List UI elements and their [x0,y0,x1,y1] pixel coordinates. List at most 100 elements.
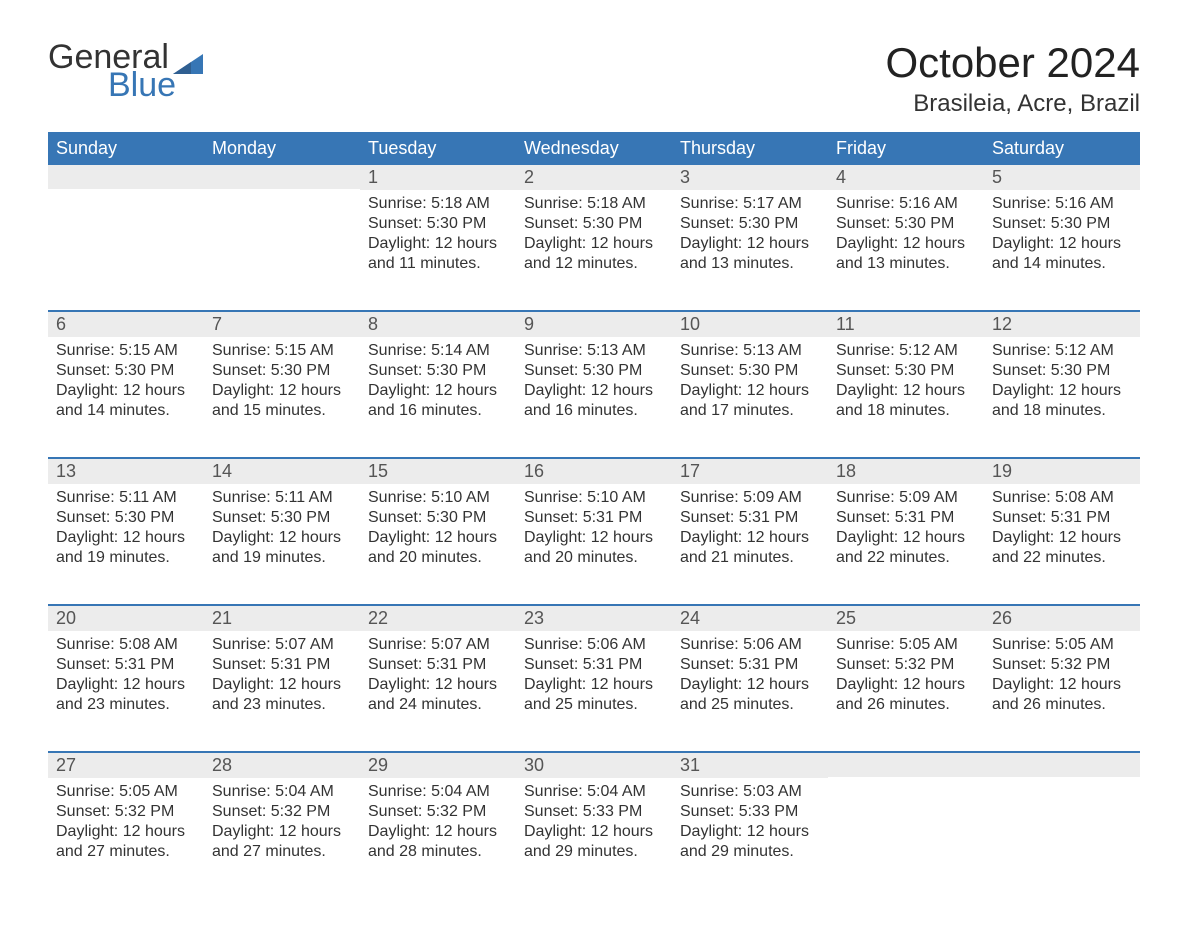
sunset-line: Sunset: 5:30 PM [836,362,954,379]
calendar-cell: 8Sunrise: 5:14 AMSunset: 5:30 PMDaylight… [360,311,516,458]
day-number: 12 [984,312,1140,337]
sunset-line: Sunset: 5:31 PM [680,509,798,526]
sunrise-line: Sunrise: 5:09 AM [836,489,958,506]
day-number: 8 [360,312,516,337]
calendar-cell: 2Sunrise: 5:18 AMSunset: 5:30 PMDaylight… [516,165,672,311]
daylight-line: Daylight: 12 hours and 29 minutes. [524,823,653,860]
calendar-week: 6Sunrise: 5:15 AMSunset: 5:30 PMDaylight… [48,311,1140,458]
sunrise-line: Sunrise: 5:06 AM [524,636,646,653]
day-body: Sunrise: 5:08 AMSunset: 5:31 PMDaylight:… [984,484,1140,604]
daylight-line: Daylight: 12 hours and 13 minutes. [680,235,809,272]
day-body: Sunrise: 5:16 AMSunset: 5:30 PMDaylight:… [828,190,984,310]
day-body: Sunrise: 5:04 AMSunset: 5:32 PMDaylight:… [204,778,360,898]
daylight-line: Daylight: 12 hours and 12 minutes. [524,235,653,272]
calendar-cell: 14Sunrise: 5:11 AMSunset: 5:30 PMDayligh… [204,458,360,605]
logo: General Blue [48,40,203,102]
day-body [828,777,984,877]
sunrise-line: Sunrise: 5:15 AM [56,342,178,359]
day-number: 25 [828,606,984,631]
day-number [204,165,360,189]
daylight-line: Daylight: 12 hours and 27 minutes. [212,823,341,860]
daylight-line: Daylight: 12 hours and 18 minutes. [992,382,1121,419]
calendar-cell: 29Sunrise: 5:04 AMSunset: 5:32 PMDayligh… [360,752,516,898]
col-thursday: Thursday [672,132,828,165]
calendar-cell: 28Sunrise: 5:04 AMSunset: 5:32 PMDayligh… [204,752,360,898]
day-body: Sunrise: 5:03 AMSunset: 5:33 PMDaylight:… [672,778,828,898]
daylight-line: Daylight: 12 hours and 25 minutes. [680,676,809,713]
sunrise-line: Sunrise: 5:15 AM [212,342,334,359]
day-number: 5 [984,165,1140,190]
day-number: 24 [672,606,828,631]
sunrise-line: Sunrise: 5:04 AM [368,783,490,800]
day-number: 20 [48,606,204,631]
day-body: Sunrise: 5:05 AMSunset: 5:32 PMDaylight:… [828,631,984,751]
daylight-line: Daylight: 12 hours and 23 minutes. [212,676,341,713]
day-body: Sunrise: 5:08 AMSunset: 5:31 PMDaylight:… [48,631,204,751]
day-number: 18 [828,459,984,484]
calendar-cell [48,165,204,311]
calendar-cell: 30Sunrise: 5:04 AMSunset: 5:33 PMDayligh… [516,752,672,898]
day-number: 30 [516,753,672,778]
daylight-line: Daylight: 12 hours and 27 minutes. [56,823,185,860]
sunset-line: Sunset: 5:33 PM [524,803,642,820]
day-number [48,165,204,189]
calendar-table: Sunday Monday Tuesday Wednesday Thursday… [48,132,1140,898]
sunrise-line: Sunrise: 5:05 AM [56,783,178,800]
sunrise-line: Sunrise: 5:11 AM [56,489,177,506]
day-number: 7 [204,312,360,337]
day-number [984,753,1140,777]
day-number: 14 [204,459,360,484]
daylight-line: Daylight: 12 hours and 14 minutes. [56,382,185,419]
daylight-line: Daylight: 12 hours and 16 minutes. [524,382,653,419]
daylight-line: Daylight: 12 hours and 14 minutes. [992,235,1121,272]
daylight-line: Daylight: 12 hours and 16 minutes. [368,382,497,419]
day-number: 15 [360,459,516,484]
calendar-cell: 15Sunrise: 5:10 AMSunset: 5:30 PMDayligh… [360,458,516,605]
day-body: Sunrise: 5:11 AM Sunset: 5:30 PM Daylight:… [48,484,204,604]
calendar-week: 1Sunrise: 5:18 AMSunset: 5:30 PMDaylight… [48,165,1140,311]
day-number: 1 [360,165,516,190]
calendar-week: 27Sunrise: 5:05 AMSunset: 5:32 PMDayligh… [48,752,1140,898]
sunset-line: Sunset: 5:31 PM [680,656,798,673]
sunset-line: Sunset: 5:32 PM [368,803,486,820]
daylight-line: Daylight: 12 hours and 19 minutes. [56,529,185,566]
day-body [204,189,360,289]
calendar-cell: 3Sunrise: 5:17 AMSunset: 5:30 PMDaylight… [672,165,828,311]
sunset-line: Sunset: 5:30 PM [56,362,174,379]
calendar-cell [984,752,1140,898]
calendar-cell: 13 Sunrise: 5:11 AM Sunset: 5:30 PM Dayligh… [48,458,204,605]
day-number: 23 [516,606,672,631]
calendar-cell: 17Sunrise: 5:09 AMSunset: 5:31 PMDayligh… [672,458,828,605]
day-number: 11 [828,312,984,337]
col-tuesday: Tuesday [360,132,516,165]
calendar-cell: 26Sunrise: 5:05 AMSunset: 5:32 PMDayligh… [984,605,1140,752]
col-friday: Friday [828,132,984,165]
calendar-cell: 22Sunrise: 5:07 AMSunset: 5:31 PMDayligh… [360,605,516,752]
sunset-line: Sunset: 5:30 PM [992,362,1110,379]
calendar-cell: 1Sunrise: 5:18 AMSunset: 5:30 PMDaylight… [360,165,516,311]
sunset-line: Sunset: 5:31 PM [368,656,486,673]
sunset-line: Sunset: 5:32 PM [836,656,954,673]
day-number: 28 [204,753,360,778]
sunrise-line: Sunrise: 5:16 AM [992,195,1114,212]
sunset-line: Sunset: 5:30 PM [368,509,486,526]
day-number: 29 [360,753,516,778]
daylight-line: Daylight: 12 hours and 21 minutes. [680,529,809,566]
day-body: Sunrise: 5:13 AMSunset: 5:30 PMDaylight:… [516,337,672,457]
day-body: Sunrise: 5:12 AMSunset: 5:30 PMDaylight:… [828,337,984,457]
daylight-line: Daylight: 12 hours and 20 minutes. [368,529,497,566]
col-sunday: Sunday [48,132,204,165]
day-number: 13 [48,459,204,484]
day-number: 16 [516,459,672,484]
sunset-line: Sunset: 5:30 PM [992,215,1110,232]
sunset-line: Sunset: 5:31 PM [212,656,330,673]
sunrise-line: Sunrise: 5:13 AM [524,342,646,359]
sunrise-line: Sunrise: 5:12 AM [836,342,958,359]
sunset-line: Sunset: 5:30 PM [368,215,486,232]
calendar-cell: 6Sunrise: 5:15 AMSunset: 5:30 PMDaylight… [48,311,204,458]
calendar-cell: 7Sunrise: 5:15 AMSunset: 5:30 PMDaylight… [204,311,360,458]
day-number: 26 [984,606,1140,631]
sunrise-line: Sunrise: 5:16 AM [836,195,958,212]
sunset-line: Sunset: 5:30 PM [56,509,174,526]
calendar-cell: 21Sunrise: 5:07 AMSunset: 5:31 PMDayligh… [204,605,360,752]
